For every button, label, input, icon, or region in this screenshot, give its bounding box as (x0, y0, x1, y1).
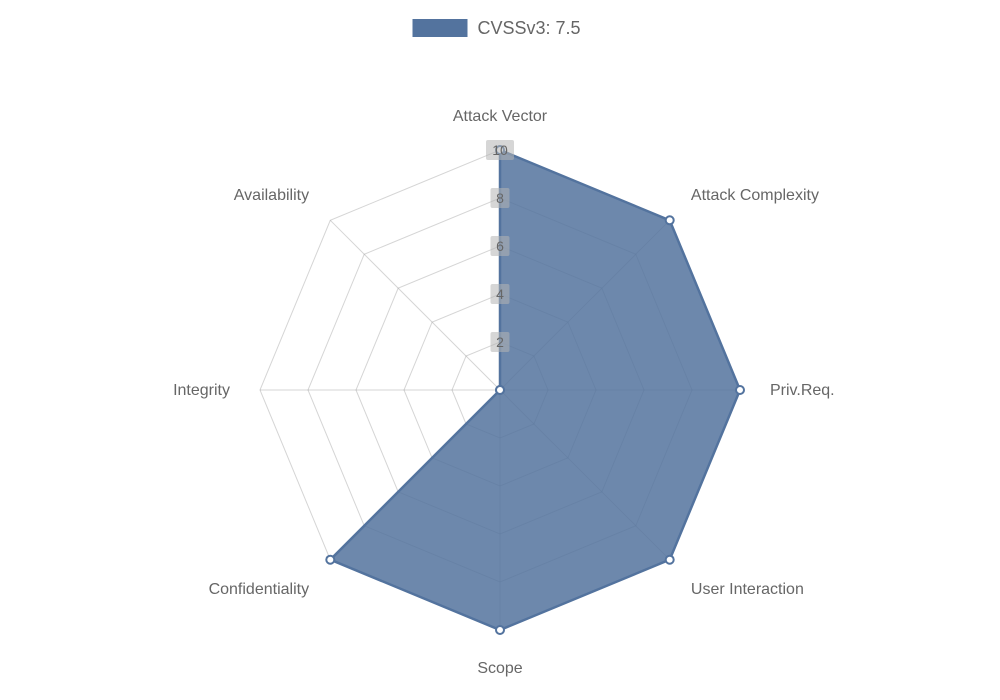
tick-label: 10 (492, 142, 508, 158)
data-point (326, 556, 334, 564)
data-point (666, 556, 674, 564)
chart-legend: CVSSv3: 7.5 (413, 18, 581, 38)
tick-label: 8 (496, 190, 504, 206)
axis-label: Scope (477, 660, 522, 677)
tick-label: 2 (496, 334, 504, 350)
data-point (496, 386, 504, 394)
data-point (666, 216, 674, 224)
radar-chart-container: 2 4 6 8 10 Attack Vector Attack Complexity Priv… (0, 0, 1000, 700)
legend-label: CVSSv3: 7.5 (478, 18, 581, 38)
data-point (496, 626, 504, 634)
axis-label: Priv.Req. (770, 382, 835, 399)
axis-label: Attack Complexity (691, 187, 819, 204)
tick-label: 6 (496, 238, 504, 254)
axis-label: Confidentiality (209, 581, 310, 598)
data-point (736, 386, 744, 394)
axis-label: Availability (234, 187, 309, 204)
axis-label: Integrity (173, 382, 230, 399)
axis-label: Attack Vector (453, 108, 548, 125)
axis-label: User Interaction (691, 581, 804, 598)
tick-label: 4 (496, 286, 504, 302)
legend-swatch (413, 19, 468, 37)
radar-chart: 2 4 6 8 10 Attack Vector Attack Complexity Priv… (0, 0, 1000, 700)
